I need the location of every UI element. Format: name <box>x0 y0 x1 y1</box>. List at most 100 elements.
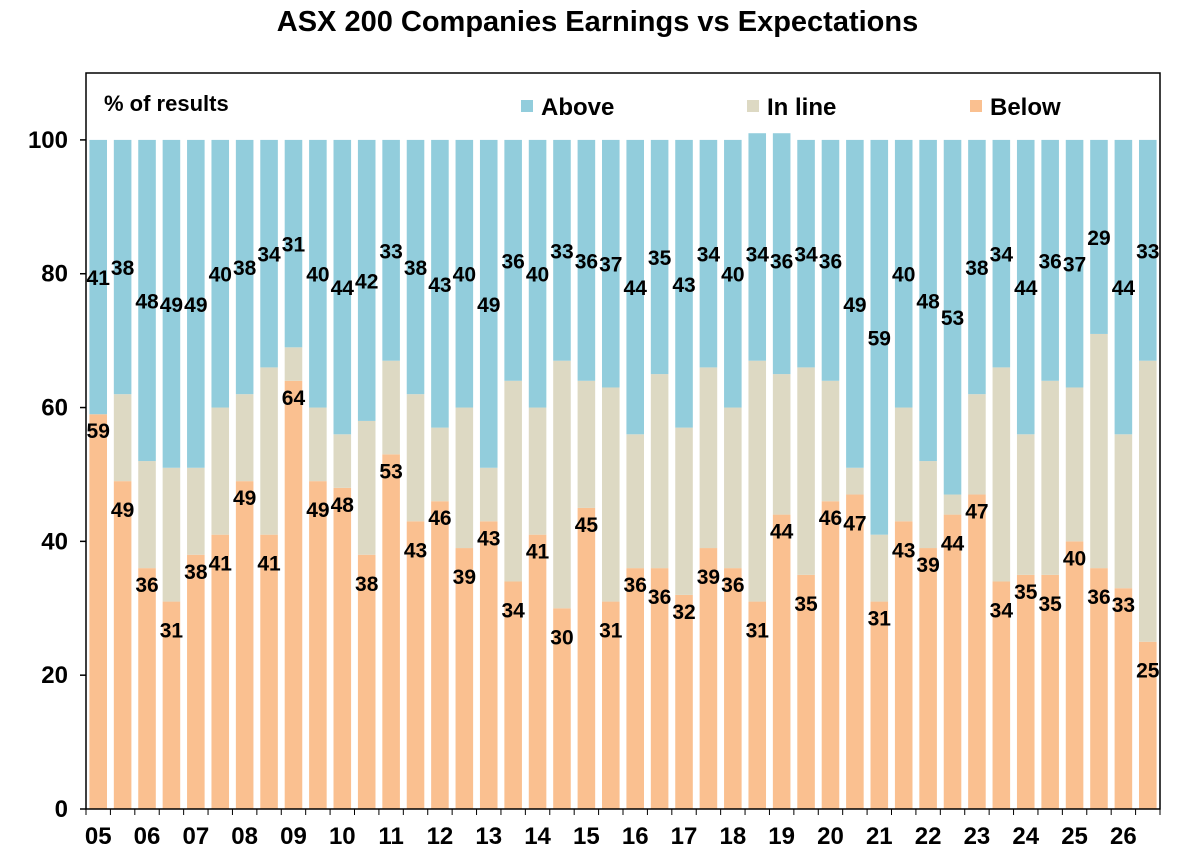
bar-above <box>260 139 278 368</box>
bar-below <box>748 601 767 809</box>
data-label-below: 41 <box>209 553 233 576</box>
data-label-above: 38 <box>111 257 135 280</box>
bar-above <box>235 139 254 395</box>
data-label-below: 49 <box>306 499 329 522</box>
x-tick-label: 21 <box>866 823 893 850</box>
bar-above <box>1065 139 1084 388</box>
data-label-below: 44 <box>941 533 965 556</box>
data-label-above: 40 <box>453 264 476 287</box>
bar-below <box>943 514 962 809</box>
x-tick-label: 09 <box>280 823 307 850</box>
data-label-below: 39 <box>697 566 720 589</box>
bar-below <box>431 501 449 809</box>
bar-in-line <box>553 360 571 609</box>
bar-below <box>260 534 278 809</box>
bar-below <box>211 534 230 809</box>
bar-below <box>846 494 864 809</box>
data-label-above: 43 <box>672 274 695 297</box>
data-label-below: 31 <box>746 620 770 643</box>
bar-below <box>333 487 352 809</box>
data-label-below: 36 <box>624 574 647 597</box>
data-label-above: 49 <box>477 294 500 317</box>
x-tick-label: 16 <box>622 823 649 850</box>
bar-in-line <box>211 407 230 535</box>
bar-above <box>1139 139 1157 361</box>
data-label-below: 41 <box>257 553 281 576</box>
bar-in-line <box>382 360 400 455</box>
data-label-below: 47 <box>965 501 988 524</box>
bar-above <box>992 139 1011 368</box>
data-label-below: 44 <box>770 521 794 544</box>
bar-below <box>992 581 1011 809</box>
chart-title: ASX 200 Companies Earnings vs Expectatio… <box>276 6 919 38</box>
bars-layer <box>89 133 1157 809</box>
bar-above <box>382 139 400 361</box>
y-tick-label: 0 <box>55 796 68 823</box>
x-tick-label: 13 <box>475 823 502 850</box>
y-tick-label: 80 <box>41 261 68 288</box>
bar-in-line <box>772 374 791 515</box>
data-label-above: 53 <box>941 307 964 330</box>
data-label-below: 48 <box>331 494 355 517</box>
bar-below <box>675 594 693 809</box>
bar-below <box>894 521 913 809</box>
data-labels-layer: 5941493836483149384941404938413464314940… <box>87 227 1160 683</box>
data-label-above: 29 <box>1087 227 1110 250</box>
bar-above <box>211 139 230 408</box>
bar-in-line <box>138 461 156 569</box>
data-label-below: 36 <box>135 574 158 597</box>
bar-in-line <box>284 347 303 381</box>
bar-below <box>772 514 791 809</box>
bar-above <box>431 139 449 428</box>
y-tick-label: 20 <box>41 662 68 689</box>
bar-below <box>113 481 132 809</box>
x-tick-label: 19 <box>768 823 795 850</box>
x-tick-label: 23 <box>964 823 991 850</box>
data-label-below: 41 <box>526 541 550 564</box>
bar-in-line <box>1041 380 1059 575</box>
data-label-below: 39 <box>916 554 939 577</box>
bar-below <box>1016 574 1035 809</box>
bar-in-line <box>602 387 620 602</box>
bar-in-line <box>1139 360 1157 642</box>
data-label-above: 48 <box>916 290 940 313</box>
x-tick-label: 20 <box>817 823 844 850</box>
bar-in-line <box>333 434 352 488</box>
bar-in-line <box>260 367 278 535</box>
data-label-above: 44 <box>624 277 648 300</box>
bar-below <box>235 481 254 809</box>
bar-above <box>1041 139 1059 381</box>
bar-in-line <box>870 534 889 602</box>
data-label-above: 34 <box>990 244 1014 267</box>
bar-above <box>479 139 498 468</box>
data-label-above: 44 <box>1014 277 1038 300</box>
bar-in-line <box>797 367 815 575</box>
x-tick-label: 11 <box>378 823 403 850</box>
data-label-below: 47 <box>843 513 866 536</box>
data-label-above: 48 <box>135 290 159 313</box>
data-label-above: 40 <box>892 264 915 287</box>
data-label-above: 34 <box>257 244 281 267</box>
bar-below <box>138 568 156 809</box>
bar-above <box>968 139 986 395</box>
x-tick-label: 24 <box>1012 823 1039 850</box>
bar-in-line <box>699 367 718 549</box>
bar-above <box>162 139 181 468</box>
data-label-below: 59 <box>87 420 110 443</box>
legend-label-above: Above <box>541 94 614 121</box>
bar-above <box>846 139 864 468</box>
data-label-above: 33 <box>1136 240 1159 263</box>
data-label-below: 25 <box>1136 660 1160 683</box>
bar-above <box>650 139 669 375</box>
bar-above <box>772 133 791 375</box>
data-label-above: 40 <box>209 264 232 287</box>
data-label-above: 34 <box>697 244 721 267</box>
y-tick-label: 100 <box>28 127 68 154</box>
legend-swatch-below <box>970 100 982 112</box>
data-label-above: 49 <box>160 294 183 317</box>
bar-above <box>870 139 889 535</box>
bar-above <box>89 139 107 415</box>
bar-below <box>699 548 718 809</box>
bar-below <box>626 568 644 809</box>
data-label-above: 44 <box>331 277 355 300</box>
